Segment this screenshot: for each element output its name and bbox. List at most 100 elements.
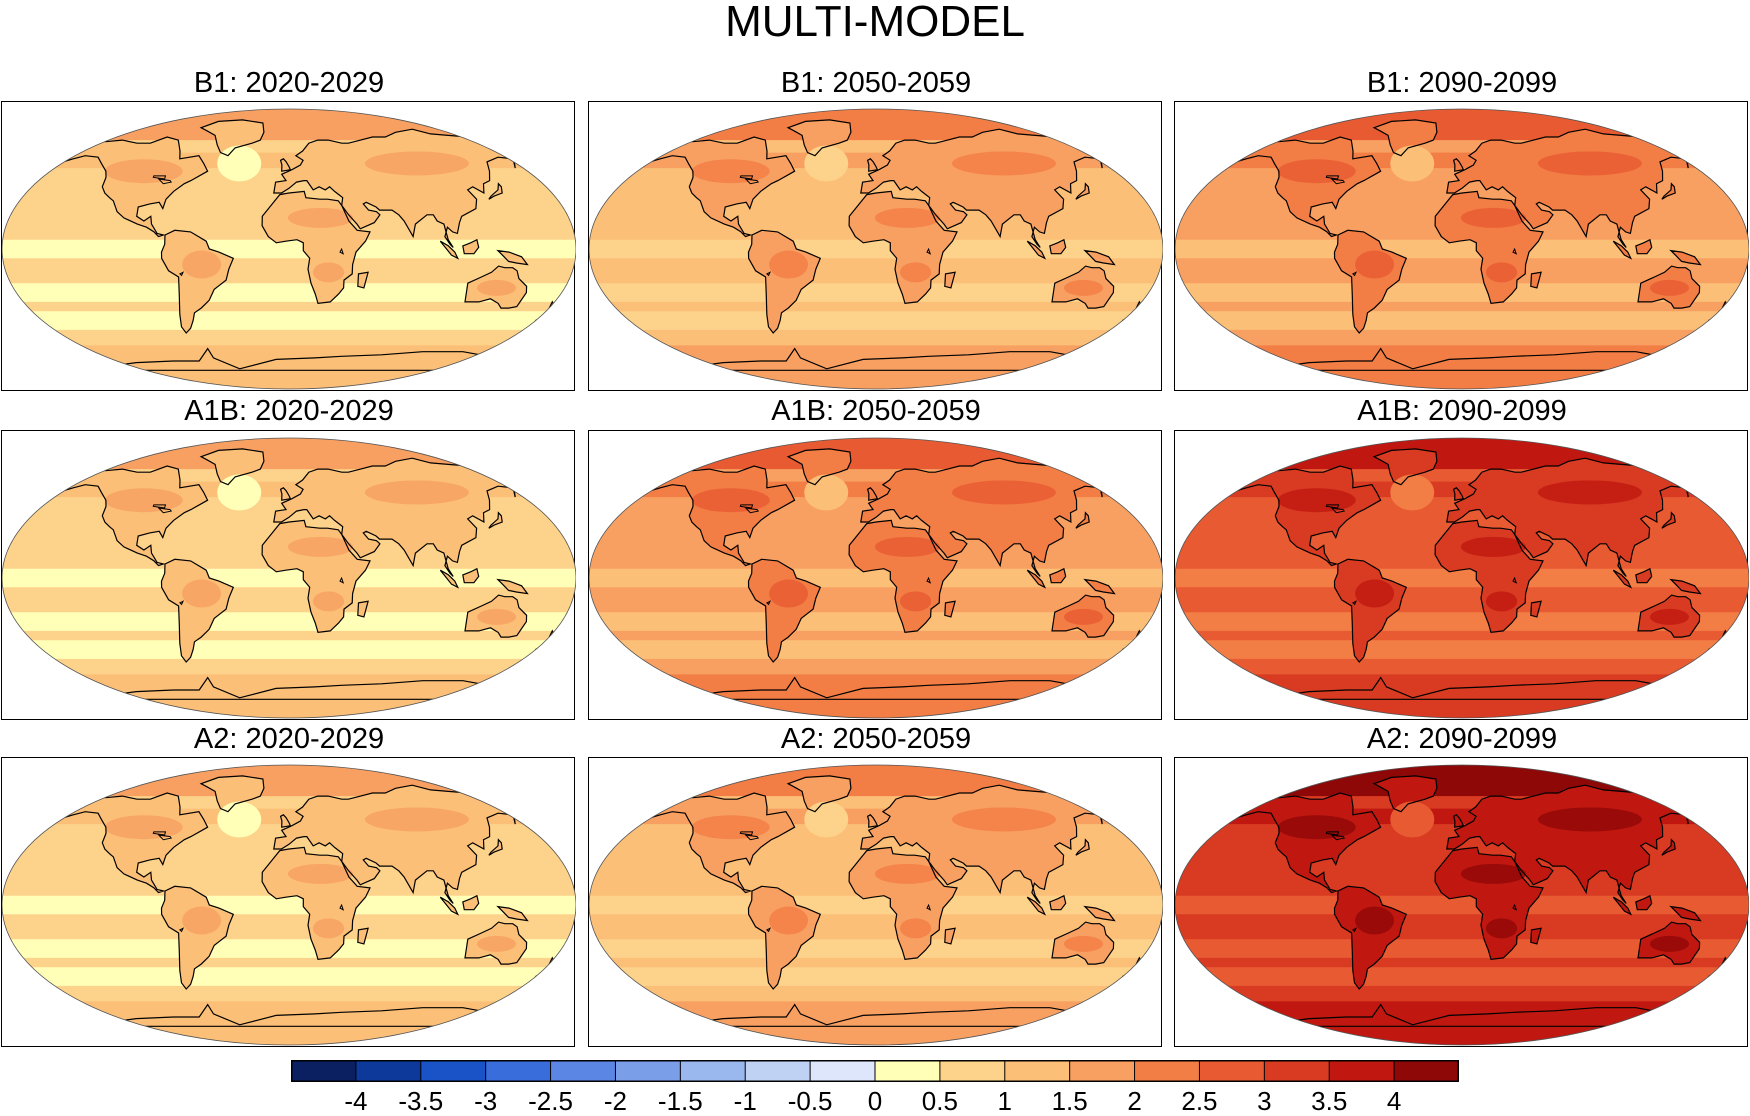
- ocean-band-south: [1191, 311, 1733, 330]
- warming-hotspot: [691, 815, 770, 840]
- warming-hotspot: [477, 935, 517, 952]
- land-fill-newguinea: [1084, 906, 1115, 921]
- coastline-northAmerica: [1233, 792, 1382, 894]
- lake-outline: [744, 507, 760, 514]
- lake-outline: [157, 178, 173, 185]
- colorbar-tick-label: -2: [603, 1086, 627, 1116]
- lake-outline: [152, 175, 167, 180]
- coastline-greenland: [786, 775, 852, 813]
- land-fill-greenland: [788, 119, 851, 156]
- lake-outline: [1330, 834, 1346, 841]
- coastline-africa: [1434, 519, 1544, 634]
- warming-hotspot: [1650, 608, 1690, 625]
- ocean-band-tropic: [2, 568, 576, 588]
- coastline-britain: [279, 487, 292, 501]
- coastline-africa: [848, 190, 958, 305]
- land-fill-borneo: [462, 895, 479, 910]
- warming-hotspot: [104, 815, 183, 840]
- colorbar-tick-label: 4: [1386, 1086, 1402, 1116]
- land-fill-eurasia: [1446, 129, 1703, 248]
- colorbar-swatch: [1264, 1060, 1330, 1082]
- land-fill-borneo: [1049, 568, 1066, 583]
- land-fill-newguinea: [497, 906, 528, 921]
- map-panel-a1b-2090: [1174, 430, 1749, 720]
- warming-hotspot: [104, 488, 183, 513]
- colorbar-tick-label: 2: [1127, 1086, 1142, 1116]
- warming-hotspot: [1460, 207, 1526, 228]
- warming-hotspot: [874, 863, 940, 884]
- coastline-antarctica: [1242, 676, 1684, 700]
- coastline-britain: [1452, 158, 1465, 172]
- land-fill-sumatra: [1027, 241, 1045, 259]
- coastline-northAmerica: [60, 792, 209, 894]
- warming-hotspot: [287, 863, 353, 884]
- coastline-australia: [464, 265, 528, 309]
- land-fill-britain: [1453, 158, 1464, 172]
- coastline-greenland: [786, 448, 852, 486]
- lake-outline: [179, 927, 185, 933]
- land-fill-northAmerica: [61, 137, 208, 237]
- warming-hotspot: [182, 250, 222, 279]
- coastline-greenland: [199, 448, 265, 486]
- coastline-africa: [261, 190, 371, 305]
- land-fill-newguinea: [497, 250, 528, 265]
- colorbar-swatch: [615, 1060, 681, 1082]
- coastline-eurasia: [273, 128, 531, 248]
- colorbar-swatch: [810, 1060, 876, 1082]
- coastline-australia: [1051, 921, 1115, 965]
- land-fill-britain: [280, 487, 291, 501]
- land-fill-eurasia: [273, 785, 530, 904]
- lake-outline: [1352, 927, 1358, 933]
- land-fill-madagascar: [357, 928, 369, 944]
- colorbar-tick-label: 2.5: [1181, 1086, 1218, 1116]
- coastline-northAmerica: [60, 465, 209, 567]
- coastline-africa: [1434, 190, 1544, 305]
- coastline-britain: [279, 158, 292, 172]
- warming-hotspot: [477, 608, 517, 625]
- land-fill-greenland: [201, 448, 264, 485]
- coastline-eurasia: [1446, 128, 1704, 248]
- lake-outline: [339, 903, 345, 911]
- coastline-australia: [1637, 921, 1701, 965]
- panel-title-a1b-2050: A1B: 2050-2059: [771, 395, 981, 427]
- lake-outline: [1352, 600, 1358, 606]
- land-fill-newguinea: [1084, 579, 1115, 594]
- warming-hotspot: [1355, 579, 1395, 608]
- land-fill-eurasia: [860, 458, 1117, 577]
- colorbar-swatch: [1069, 1060, 1136, 1082]
- coastline-greenland: [199, 775, 265, 813]
- coastline-australia: [464, 594, 528, 638]
- warming-hotspot: [364, 151, 469, 176]
- land-fill-greenland: [1374, 448, 1437, 485]
- ocean-band-south: [6, 283, 572, 302]
- map-outline: [589, 764, 1163, 1046]
- coastline-southAmerica: [160, 885, 235, 990]
- ocean-band-south: [605, 311, 1147, 330]
- coastline-northAmerica: [647, 136, 796, 238]
- colorbar-swatch: [291, 1060, 357, 1082]
- world-map: [2, 764, 576, 1046]
- land-fill-eurasia: [273, 458, 530, 577]
- lake-outline: [1352, 271, 1358, 277]
- coastline-newguinea: [496, 249, 529, 266]
- world-map: [589, 108, 1163, 390]
- land-fill-eurasia: [273, 129, 530, 248]
- map-panel-a1b-2020: [1, 430, 576, 720]
- land-fill-eurasia: [1446, 458, 1703, 577]
- coastline-borneo: [1049, 894, 1067, 911]
- ocean-band-south: [18, 311, 560, 330]
- warming-hotspot: [1064, 279, 1104, 296]
- lake-outline: [744, 178, 760, 185]
- ocean-band-south: [1179, 283, 1745, 302]
- land-fill-britain: [280, 814, 291, 828]
- figure-title: MULTI-MODEL: [725, 0, 1025, 46]
- ocean-band-south: [593, 939, 1159, 958]
- world-map: [1175, 437, 1749, 719]
- land-fill-greenland: [788, 448, 851, 485]
- lake-outline: [157, 834, 173, 841]
- warming-hotspot: [287, 536, 353, 557]
- warming-hotspot: [1277, 488, 1356, 513]
- warming-hotspot: [899, 591, 932, 612]
- coastline-eurasia: [860, 128, 1118, 248]
- warming-hotspot: [1355, 906, 1395, 935]
